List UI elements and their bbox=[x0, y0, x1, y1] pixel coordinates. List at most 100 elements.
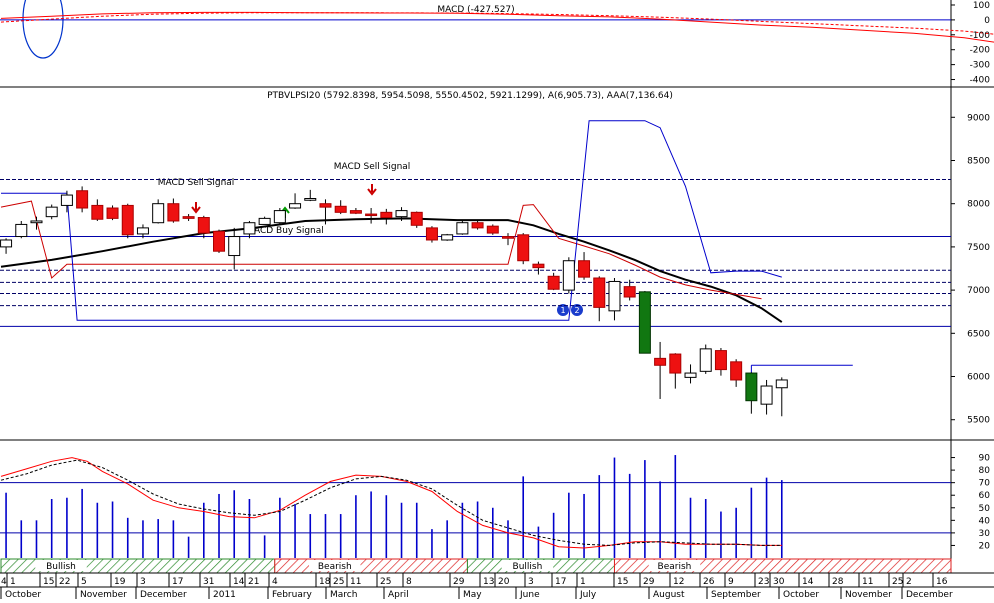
macd-tick-label: 0 bbox=[984, 16, 990, 26]
candle-body bbox=[608, 280, 621, 312]
oscillator-tick-label: 80 bbox=[979, 466, 991, 476]
month-label: August bbox=[653, 590, 685, 599]
candle-body bbox=[243, 222, 256, 235]
day-label: 5 bbox=[81, 577, 87, 587]
svg-text:1: 1 bbox=[560, 306, 565, 315]
candle-body bbox=[730, 361, 743, 381]
macd-tick-label: -300 bbox=[970, 61, 991, 71]
price-tick-label: 9000 bbox=[967, 113, 990, 123]
macd-highlight-ellipse bbox=[22, 0, 64, 59]
macd-buy-signal: MACD Buy Signal bbox=[246, 226, 324, 236]
day-label: 1 bbox=[10, 577, 16, 587]
candle-body bbox=[760, 385, 773, 405]
day-label: 11 bbox=[862, 577, 873, 587]
candle-body bbox=[365, 213, 378, 217]
candle-body bbox=[167, 203, 180, 222]
svg-text:2: 2 bbox=[574, 306, 579, 315]
oscillator-tick-label: 50 bbox=[979, 504, 991, 514]
candle-body bbox=[289, 203, 302, 209]
month-label: April bbox=[388, 590, 409, 599]
sell-arrow-1 bbox=[191, 202, 201, 214]
price-tick-label: 7500 bbox=[967, 243, 990, 253]
candle-body bbox=[684, 372, 697, 378]
price-tick-label: 8000 bbox=[967, 200, 990, 210]
regime-label: Bearish bbox=[318, 562, 352, 572]
candle-body bbox=[380, 211, 393, 219]
candle-body bbox=[775, 379, 788, 389]
candle-body bbox=[593, 277, 606, 308]
marker-2-icon: 2 bbox=[571, 304, 583, 316]
day-label: 29 bbox=[643, 577, 655, 587]
day-label: 26 bbox=[703, 577, 715, 587]
candle-body bbox=[136, 227, 149, 235]
day-label: 29 bbox=[453, 577, 465, 587]
marker-1-icon: 1 bbox=[557, 304, 569, 316]
day-label: 4 bbox=[272, 577, 278, 587]
day-label: 3 bbox=[140, 577, 146, 587]
candle-body bbox=[0, 239, 13, 248]
day-label: 14 bbox=[233, 577, 245, 587]
oscillator-tick-label: 30 bbox=[979, 529, 991, 539]
candle-body bbox=[638, 291, 651, 354]
oscillator-tick-label: 70 bbox=[979, 479, 991, 489]
price-tick-label: 7000 bbox=[967, 286, 990, 296]
month-label: November bbox=[80, 590, 127, 599]
day-label: 25 bbox=[380, 577, 391, 587]
day-label: 20 bbox=[498, 577, 510, 587]
day-label: 9 bbox=[728, 577, 734, 587]
macd-tick-label: -400 bbox=[970, 76, 991, 86]
candle-body bbox=[517, 234, 530, 262]
candle-body bbox=[213, 230, 226, 252]
candle-body bbox=[228, 236, 241, 257]
day-label: 25 bbox=[892, 577, 903, 587]
day-label: 21 bbox=[248, 577, 259, 587]
regime-label-bg bbox=[501, 560, 554, 571]
candle-body bbox=[152, 203, 165, 224]
day-label: 17 bbox=[172, 577, 183, 587]
oscillator-tick-label: 60 bbox=[979, 491, 991, 501]
candle-body bbox=[425, 227, 438, 241]
candle-body bbox=[654, 357, 667, 366]
price-title: PTBVLPSI20 (5792.8398, 5954.5098, 5550.4… bbox=[267, 91, 673, 101]
macd-title: MACD (-427.527) bbox=[437, 5, 514, 15]
month-label: October bbox=[783, 590, 819, 599]
candle-body bbox=[532, 263, 545, 269]
oscillator-tick-label: 40 bbox=[979, 516, 991, 526]
candle-body bbox=[304, 198, 317, 201]
day-label: 14 bbox=[802, 577, 814, 587]
regime-label: Bearish bbox=[658, 562, 692, 572]
candle-body bbox=[76, 190, 89, 209]
red-step-line bbox=[0, 200, 762, 300]
signal-annotations: MACD Sell Signal MACD Sell Signal MACD B… bbox=[22, 0, 583, 316]
day-label: 31 bbox=[203, 577, 214, 587]
day-label: 25 bbox=[333, 577, 344, 587]
day-label: 17 bbox=[555, 577, 566, 587]
candle-body bbox=[30, 220, 43, 224]
candle-body bbox=[395, 210, 408, 218]
candle-body bbox=[121, 204, 134, 236]
candle-body bbox=[60, 194, 73, 206]
candle-body bbox=[197, 217, 210, 234]
day-label: 2 bbox=[906, 577, 912, 587]
candle-body bbox=[182, 216, 195, 219]
day-label: 19 bbox=[114, 577, 126, 587]
day-label: 11 bbox=[350, 577, 361, 587]
candle-body bbox=[745, 372, 758, 402]
macd-sell-signal-2: MACD Sell Signal bbox=[334, 162, 411, 172]
price-tick-label: 6500 bbox=[967, 329, 990, 339]
candle-body bbox=[258, 217, 271, 225]
candle-body bbox=[669, 353, 682, 374]
month-label: September bbox=[711, 590, 761, 599]
day-label: 16 bbox=[936, 577, 948, 587]
blue-step-line bbox=[1, 120, 782, 321]
regime-label-bg bbox=[648, 560, 701, 571]
oscillator-tick-label: 90 bbox=[979, 454, 991, 464]
month-label: July bbox=[579, 590, 597, 599]
candle-body bbox=[441, 234, 454, 241]
day-label: 23 bbox=[758, 577, 769, 587]
candle-body bbox=[486, 225, 499, 234]
candle-body bbox=[714, 350, 727, 371]
month-label: February bbox=[272, 590, 313, 599]
